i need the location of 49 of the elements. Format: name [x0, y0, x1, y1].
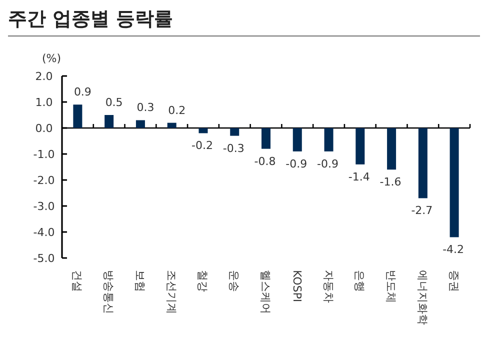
- y-tick-label: 1.0: [35, 96, 53, 109]
- bar: [104, 115, 114, 128]
- data-label: -0.9: [286, 157, 308, 170]
- y-tick-label: 2.0: [35, 70, 53, 83]
- x-tick-label: 헬스케어: [259, 270, 272, 314]
- x-tick-label: 철강: [196, 270, 210, 292]
- x-tick-label: 반도체: [384, 270, 398, 303]
- data-label: 0.5: [105, 96, 123, 109]
- y-tick-label: 0.0: [35, 122, 53, 135]
- y-tick-label: -3.0: [33, 200, 55, 213]
- data-label: -1.4: [348, 170, 370, 184]
- x-tick-label: 에너지화학: [416, 270, 429, 325]
- bar: [230, 128, 240, 136]
- bar: [292, 128, 302, 152]
- bar: [262, 128, 270, 149]
- x-tick-label: 보험: [133, 270, 146, 292]
- data-label: 0.3: [136, 101, 154, 114]
- bar: [450, 128, 459, 238]
- x-tick-label: 은행: [353, 270, 366, 292]
- y-tick-label: -5.0: [33, 252, 55, 265]
- bar: [198, 128, 208, 134]
- data-label: -1.6: [380, 176, 402, 189]
- y-axis-title: (%): [42, 52, 62, 65]
- data-label: -0.3: [222, 142, 244, 155]
- data-label: -0.9: [317, 157, 339, 170]
- data-label: 0.2: [168, 104, 186, 117]
- y-tick-label: -2.0: [33, 174, 55, 187]
- data-label: -4.2: [442, 243, 464, 256]
- bar: [73, 104, 82, 128]
- data-label: -0.8: [254, 154, 276, 168]
- x-tick-label: 운송: [228, 270, 241, 292]
- x-tick-label: KOSPI: [290, 270, 304, 302]
- bar: [418, 128, 428, 198]
- x-tick-label: 건설: [70, 270, 84, 292]
- bar: [136, 120, 145, 128]
- bar: [324, 128, 334, 152]
- x-tick-label: 조선기계: [164, 270, 178, 314]
- bar: [167, 122, 176, 128]
- x-tick-label: 자동차: [322, 270, 335, 303]
- y-tick-label: -4.0: [33, 226, 55, 239]
- bar: [356, 128, 365, 164]
- x-tick-label: 방송통신: [102, 270, 116, 314]
- chart-title: 주간 업종별 등락률: [8, 8, 174, 30]
- data-label: 0.9: [74, 86, 92, 99]
- x-tick-label: 증권: [447, 270, 460, 292]
- data-label: -2.7: [411, 204, 433, 218]
- bar: [387, 128, 396, 170]
- data-label: -0.2: [191, 139, 213, 152]
- y-tick-label: -1.0: [33, 148, 55, 161]
